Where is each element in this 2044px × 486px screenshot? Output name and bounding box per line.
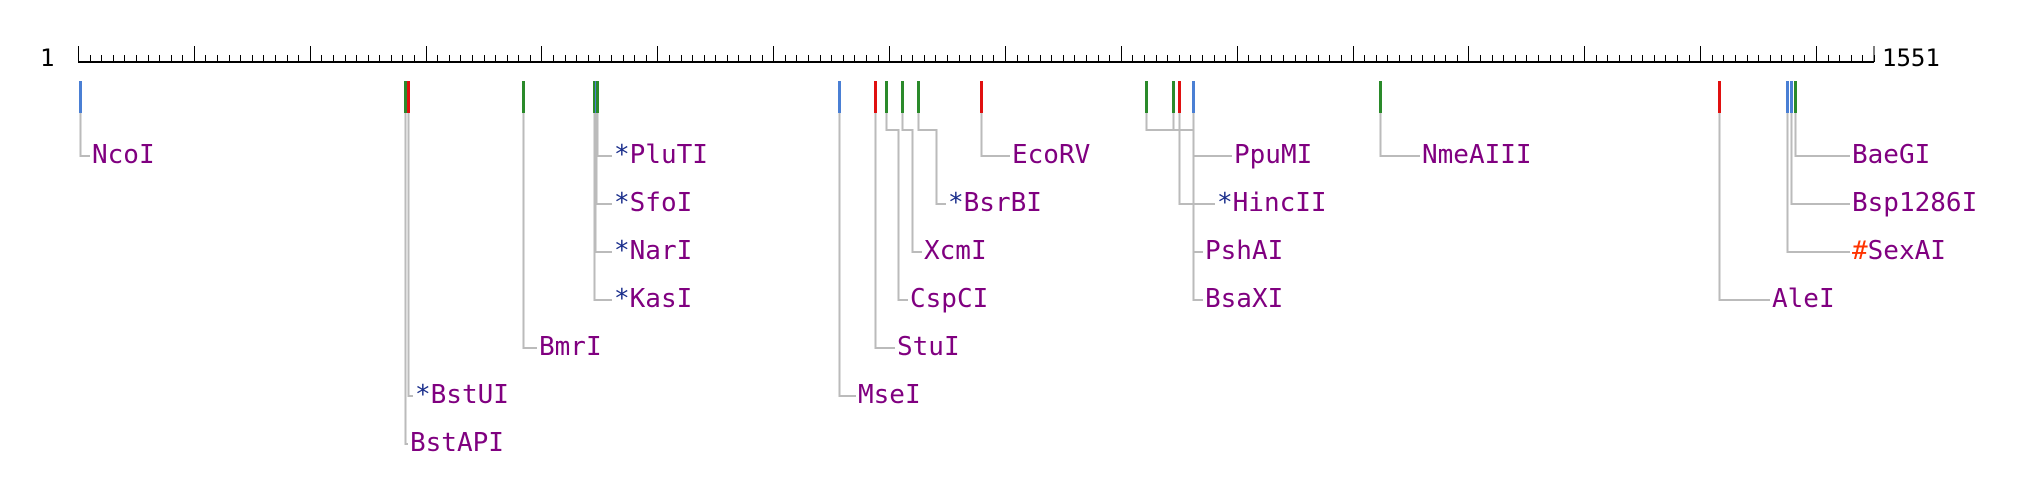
leader-sfoi [595,113,612,205]
cut-mark-bstui [407,81,410,113]
cut-mark-ecorv [980,81,983,113]
leader-msei [838,113,856,397]
enzyme-label-bstui[interactable]: *BstUI [415,380,509,410]
enzyme-label-nmeaiii[interactable]: NmeAIII [1422,140,1532,170]
enzyme-label-bstapi[interactable]: BstAPI [410,428,504,458]
cut-marks [79,81,1797,113]
enzyme-label-pshai[interactable]: PshAI [1205,236,1283,266]
leader-cspci [885,113,908,301]
cut-mark-bsaxi [1145,81,1148,113]
enzyme-label-stui[interactable]: StuI [897,332,960,362]
cut-mark-pluti [596,81,599,113]
leader-pluti [596,113,612,157]
enzyme-label-bmri[interactable]: BmrI [539,332,602,362]
ruler-ticks [78,46,1875,62]
enzyme-label-pluti[interactable]: *PluTI [614,140,708,170]
ruler-end-label: 1551 [1882,44,1940,72]
enzyme-label-bsrbi[interactable]: *BsrBI [948,188,1042,218]
cut-mark-sexai [1786,81,1789,113]
cut-mark-stui [874,81,877,113]
leader-baegi [1794,113,1850,157]
leader-bsp1286i [1790,113,1850,205]
leader-bmri [522,113,537,349]
leader-lines [79,113,1850,445]
leader-xcmi [901,113,922,253]
enzyme-label-bsp1286i[interactable]: Bsp1286I [1852,188,1977,218]
leader-bsaxi [1145,113,1203,301]
cut-mark-bsrbi [917,81,920,113]
enzyme-label-kasi[interactable]: *KasI [614,284,692,314]
cut-mark-cspci [885,81,888,113]
cut-mark-ncoi [79,81,82,113]
cut-mark-pshai [1172,81,1175,113]
enzyme-label-ncoi[interactable]: NcoI [92,140,155,170]
cut-mark-bsp1286i [1790,81,1793,113]
cut-mark-xcmi [901,81,904,113]
enzyme-label-nari[interactable]: *NarI [614,236,692,266]
enzyme-label-sexai[interactable]: #SexAI [1852,236,1946,266]
enzyme-label-ppumi[interactable]: PpuMI [1234,140,1312,170]
enzyme-label-cspci[interactable]: CspCI [910,284,988,314]
leader-stui [874,113,895,349]
enzyme-label-hincii[interactable]: *HincII [1217,188,1327,218]
leader-ncoi [79,113,90,157]
leader-pshai [1172,113,1203,253]
enzyme-label-bsaxi[interactable]: BsaXI [1205,284,1283,314]
leader-ecorv [980,113,1010,157]
leader-bstui [407,113,413,397]
enzyme-label-sfoi[interactable]: *SfoI [614,188,692,218]
ruler-start-label: 1 [40,44,54,72]
enzyme-labels: NcoI BstAPI *BstUI BmrI *KasI *NarI *SfoI *PluT… [92,140,1977,458]
enzyme-label-ecorv[interactable]: EcoRV [1012,140,1090,170]
enzyme-label-msei[interactable]: MseI [858,380,921,410]
leader-sexai [1786,113,1850,253]
cut-mark-hincii [1178,81,1181,113]
cut-mark-ppumi [1192,81,1195,113]
leader-bsrbi [917,113,946,205]
leader-nmeaiii [1379,113,1420,157]
cut-mark-bmri [522,81,525,113]
enzyme-label-alei[interactable]: AleI [1772,284,1835,314]
cut-mark-alei [1718,81,1721,113]
leader-ppumi [1192,113,1232,157]
cut-mark-bstapi [404,81,407,113]
cut-mark-msei [838,81,841,113]
enzyme-label-xcmi[interactable]: XcmI [924,236,987,266]
leader-hincii [1178,113,1215,205]
cut-mark-nmeaiii [1379,81,1382,113]
leader-bstapi [404,113,408,445]
leader-alei [1718,113,1770,301]
enzyme-label-baegi[interactable]: BaeGI [1852,140,1930,170]
cut-mark-baegi [1794,81,1797,113]
